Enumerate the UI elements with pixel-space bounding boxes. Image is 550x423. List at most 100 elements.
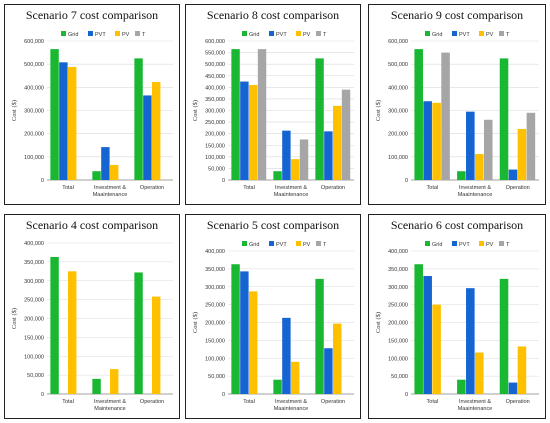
bar-grid-investment-maintenance: [92, 378, 101, 394]
legend-swatch-pvt: [88, 31, 93, 36]
y-tick-label: 100,000: [388, 356, 408, 362]
legend-swatch-t: [135, 31, 140, 36]
legend-label-grid: Grid: [249, 32, 259, 38]
bar-grid-investment-maaintenance: [457, 171, 466, 180]
y-tick-label: 400,000: [24, 241, 44, 247]
chart-panel-scenario-5: Scenario 5 cost comparison Grid PVT PV T 0 50…: [185, 214, 361, 419]
y-tick-label: 500,000: [205, 62, 225, 68]
bar-pv-total: [68, 66, 77, 180]
bar-pvt-investment-maaintenance: [466, 288, 475, 394]
legend-item-grid: Grid: [242, 241, 259, 248]
y-tick-label: 100,000: [24, 155, 44, 161]
y-tick-label: 50,000: [208, 374, 225, 380]
bar-pv-total: [249, 85, 258, 180]
bar-pv-operation: [517, 346, 527, 394]
legend-item-pvt: PVT: [269, 241, 287, 248]
y-tick-label: 550,000: [205, 51, 225, 57]
bar-pvt-operation: [143, 95, 152, 180]
y-tick-label: 0: [405, 178, 408, 184]
legend-swatch-t: [499, 241, 504, 246]
x-category-label-investment-maaintenance: Investment & Maaintenance: [458, 399, 493, 412]
legend-item-t: T: [499, 31, 510, 38]
bar-pv-operation: [333, 323, 342, 394]
y-tick-label: 200,000: [24, 317, 44, 323]
bar-grid-total: [231, 49, 240, 180]
legend-item-pvt: PVT: [452, 31, 470, 38]
legend-item-t: T: [316, 31, 327, 38]
x-category-label-investment-maaintenance: Investment & Maaintenance: [274, 185, 309, 198]
bar-pv-operation: [152, 82, 161, 180]
legend-label-grid: Grid: [249, 242, 259, 248]
legend-swatch-grid: [425, 31, 430, 36]
legend-item-pv: PV: [479, 241, 494, 248]
y-tick-label: 250,000: [205, 303, 225, 309]
y-tick-label: 400,000: [205, 85, 225, 91]
legend-item-pvt: PVT: [88, 31, 106, 38]
bar-pvt-investment-maaintenance: [282, 317, 291, 394]
bar-pvt-total: [240, 81, 249, 180]
legend-item-pv: PV: [479, 31, 494, 38]
bar-grid-operation: [134, 58, 143, 180]
bar-pv-total: [432, 102, 441, 180]
y-tick-label: 450,000: [205, 74, 225, 80]
legend-label-pv: PV: [303, 32, 311, 38]
chart-title: Scenario 4 cost comparison: [25, 218, 159, 232]
bar-grid-operation: [315, 58, 324, 180]
chart-panel-scenario-4: Scenario 4 cost comparison 0 50,000 100,00…: [4, 214, 180, 419]
legend-swatch-t: [499, 31, 504, 36]
y-tick-label: 100,000: [24, 354, 44, 360]
x-category-label-operation: Operation: [140, 399, 164, 405]
bar-pv-operation: [517, 129, 527, 180]
legend-item-grid: Grid: [242, 31, 259, 38]
bar-pv-investment-maaintenance: [475, 352, 484, 394]
legend-swatch-pv: [296, 241, 301, 246]
x-category-label-investment-maaintenance: Investment & Maaintenance: [274, 399, 309, 412]
legend-label-t: T: [142, 32, 146, 38]
legend-swatch-pv: [115, 31, 120, 36]
bar-pv-investment-maaintenance: [291, 159, 300, 180]
legend-item-pvt: PVT: [269, 31, 287, 38]
x-category-label-operation: Operation: [140, 185, 164, 191]
legend-label-t: T: [323, 32, 327, 38]
chart-panel-scenario-8: Scenario 8 cost comparison Grid PVT PV T 0 50…: [185, 4, 361, 205]
legend-swatch-grid: [242, 241, 247, 246]
y-tick-label: 400,000: [205, 249, 225, 255]
legend-label-pvt: PVT: [276, 242, 287, 248]
chart-title: Scenario 6 cost comparison: [390, 218, 524, 232]
bar-t-investment-maaintenance: [299, 139, 309, 180]
y-tick-label: 250,000: [388, 303, 408, 309]
y-tick-label: 50,000: [27, 373, 44, 379]
x-category-label-total: Total: [62, 185, 74, 191]
bar-pv-operation: [152, 296, 161, 394]
y-tick-label: 350,000: [388, 267, 408, 273]
legend-swatch-grid: [61, 31, 66, 36]
legend-item-t: T: [135, 31, 146, 38]
y-tick-label: 300,000: [24, 109, 44, 115]
y-tick-label: 250,000: [205, 120, 225, 126]
y-tick-label: 300,000: [205, 109, 225, 115]
legend-item-grid: Grid: [425, 241, 442, 248]
y-tick-label: 100,000: [205, 155, 225, 161]
legend-swatch-pvt: [269, 241, 274, 246]
bar-grid-investment-maaintenance: [457, 379, 466, 394]
y-tick-label: 0: [41, 178, 44, 184]
x-category-label-operation: Operation: [506, 399, 530, 405]
y-tick-label: 50,000: [391, 374, 408, 380]
x-category-label-total: Total: [427, 399, 439, 405]
y-tick-label: 200,000: [388, 132, 408, 138]
legend-swatch-t: [316, 241, 321, 246]
legend-label-pvt: PVT: [276, 32, 287, 38]
bar-grid-investment-maaintenance: [273, 171, 282, 180]
x-category-label-total: Total: [243, 185, 255, 191]
y-tick-label: 100,000: [205, 356, 225, 362]
legend-swatch-grid: [242, 31, 247, 36]
bar-pvt-total: [423, 276, 432, 394]
y-tick-label: 600,000: [205, 39, 225, 45]
bar-pvt-investment-maaintenance: [101, 147, 110, 180]
legend-swatch-pvt: [452, 241, 457, 246]
y-tick-label: 200,000: [24, 132, 44, 138]
y-tick-label: 0: [41, 392, 44, 398]
legend-item-t: T: [499, 241, 510, 248]
y-axis-label: Cost ($): [192, 312, 199, 333]
legend-label-grid: Grid: [68, 32, 78, 38]
